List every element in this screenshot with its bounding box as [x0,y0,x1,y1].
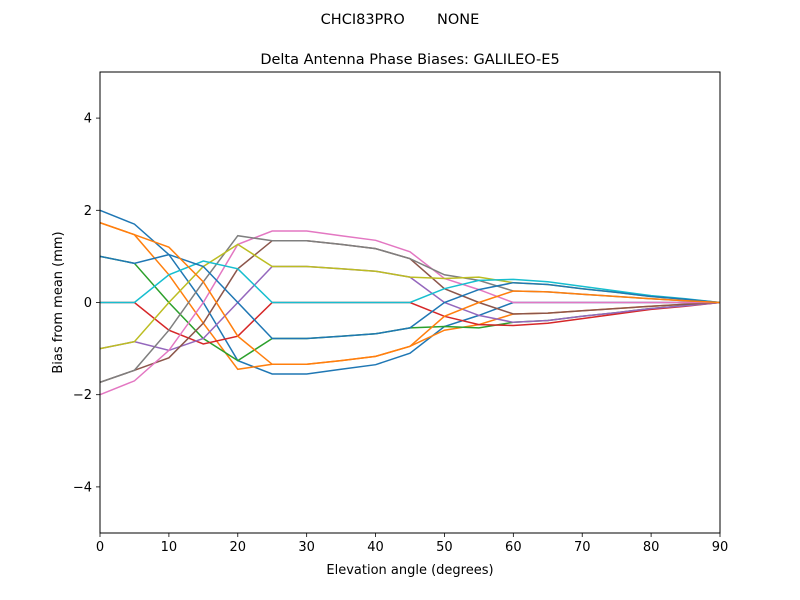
x-axis-label: Elevation angle (degrees) [326,563,493,578]
y-tick-label: −2 [73,388,92,403]
x-tick-label: 10 [161,540,178,555]
series-lines [100,209,720,396]
x-tick-label: 30 [298,540,315,555]
y-tick-label: 4 [84,112,92,127]
y-axis-label: Bias from mean (mm) [51,231,66,373]
x-tick-label: 60 [505,540,522,555]
x-tick-label: 90 [712,540,729,555]
x-tick-label: 0 [96,540,104,555]
x-tick-label: 50 [436,540,453,555]
x-tick-label: 70 [574,540,591,555]
series-line-az270 [100,260,720,304]
y-tick-label: 0 [84,296,92,311]
suptitle: CHCI83PRO NONE [321,12,480,28]
y-tick-label: 2 [84,204,92,219]
series-line-az300 [100,253,720,340]
x-tick-label: 80 [643,540,660,555]
x-tick-label: 40 [367,540,384,555]
y-tick-label: −4 [73,480,92,495]
y-axis: −4 −2 0 2 4 [73,112,100,495]
x-axis: 0 10 20 30 40 50 60 70 80 90 [96,533,728,555]
chart-title: Delta Antenna Phase Biases: GALILEO-E5 [260,52,559,68]
x-tick-label: 20 [230,540,247,555]
series-line-az180 [100,230,720,396]
series-line-az330 [100,221,720,366]
